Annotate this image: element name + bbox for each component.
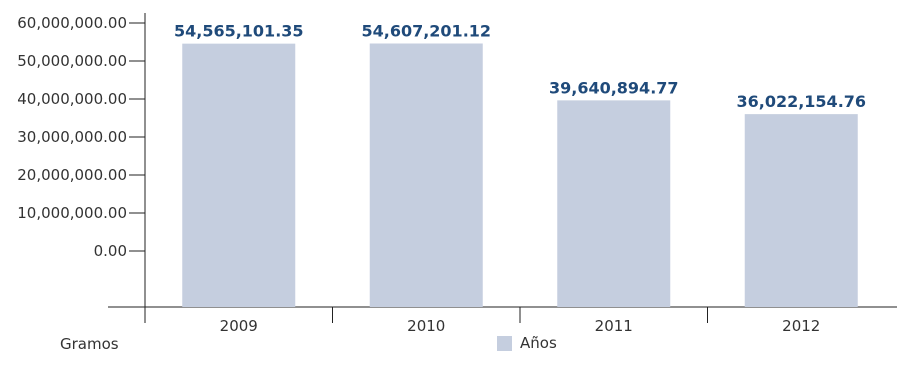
data-labels: 54,565,101.35 54,607,201.12 39,640,894.77 3… (174, 21, 866, 111)
data-label: 54,607,201.12 (361, 21, 491, 40)
legend-label: Años (520, 334, 557, 352)
y-tick-label: 40,000,000.00 (17, 90, 127, 108)
y-axis: 0.00 10,000,000.00 20,000,000.00 30,000,000… (17, 13, 146, 307)
legend-swatch (497, 335, 512, 351)
data-label: 54,565,101.35 (174, 22, 304, 41)
y-tick-label: 10,000,000.00 (17, 204, 127, 222)
bar (369, 43, 483, 307)
y-tick-label: 30,000,000.00 (17, 128, 127, 146)
x-category-label: 2011 (595, 317, 633, 335)
y-axis-unit-label: Gramos (60, 335, 119, 353)
x-category-label: 2009 (220, 317, 258, 335)
y-tick-label: 0.00 (94, 242, 127, 260)
y-tick-label: 60,000,000.00 (17, 14, 127, 32)
x-category-label: 2010 (407, 317, 445, 335)
bars (182, 43, 858, 308)
y-tick-label: 20,000,000.00 (17, 166, 127, 184)
legend: Años (497, 334, 557, 352)
bar (182, 43, 296, 307)
data-label: 36,022,154.76 (736, 92, 866, 111)
y-tick-label: 50,000,000.00 (17, 52, 127, 70)
bar (557, 100, 671, 308)
x-axis: 2009 2010 2011 2012 (108, 306, 897, 335)
x-category-label: 2012 (782, 317, 820, 335)
data-label: 39,640,894.77 (549, 78, 679, 97)
bar (744, 114, 858, 307)
